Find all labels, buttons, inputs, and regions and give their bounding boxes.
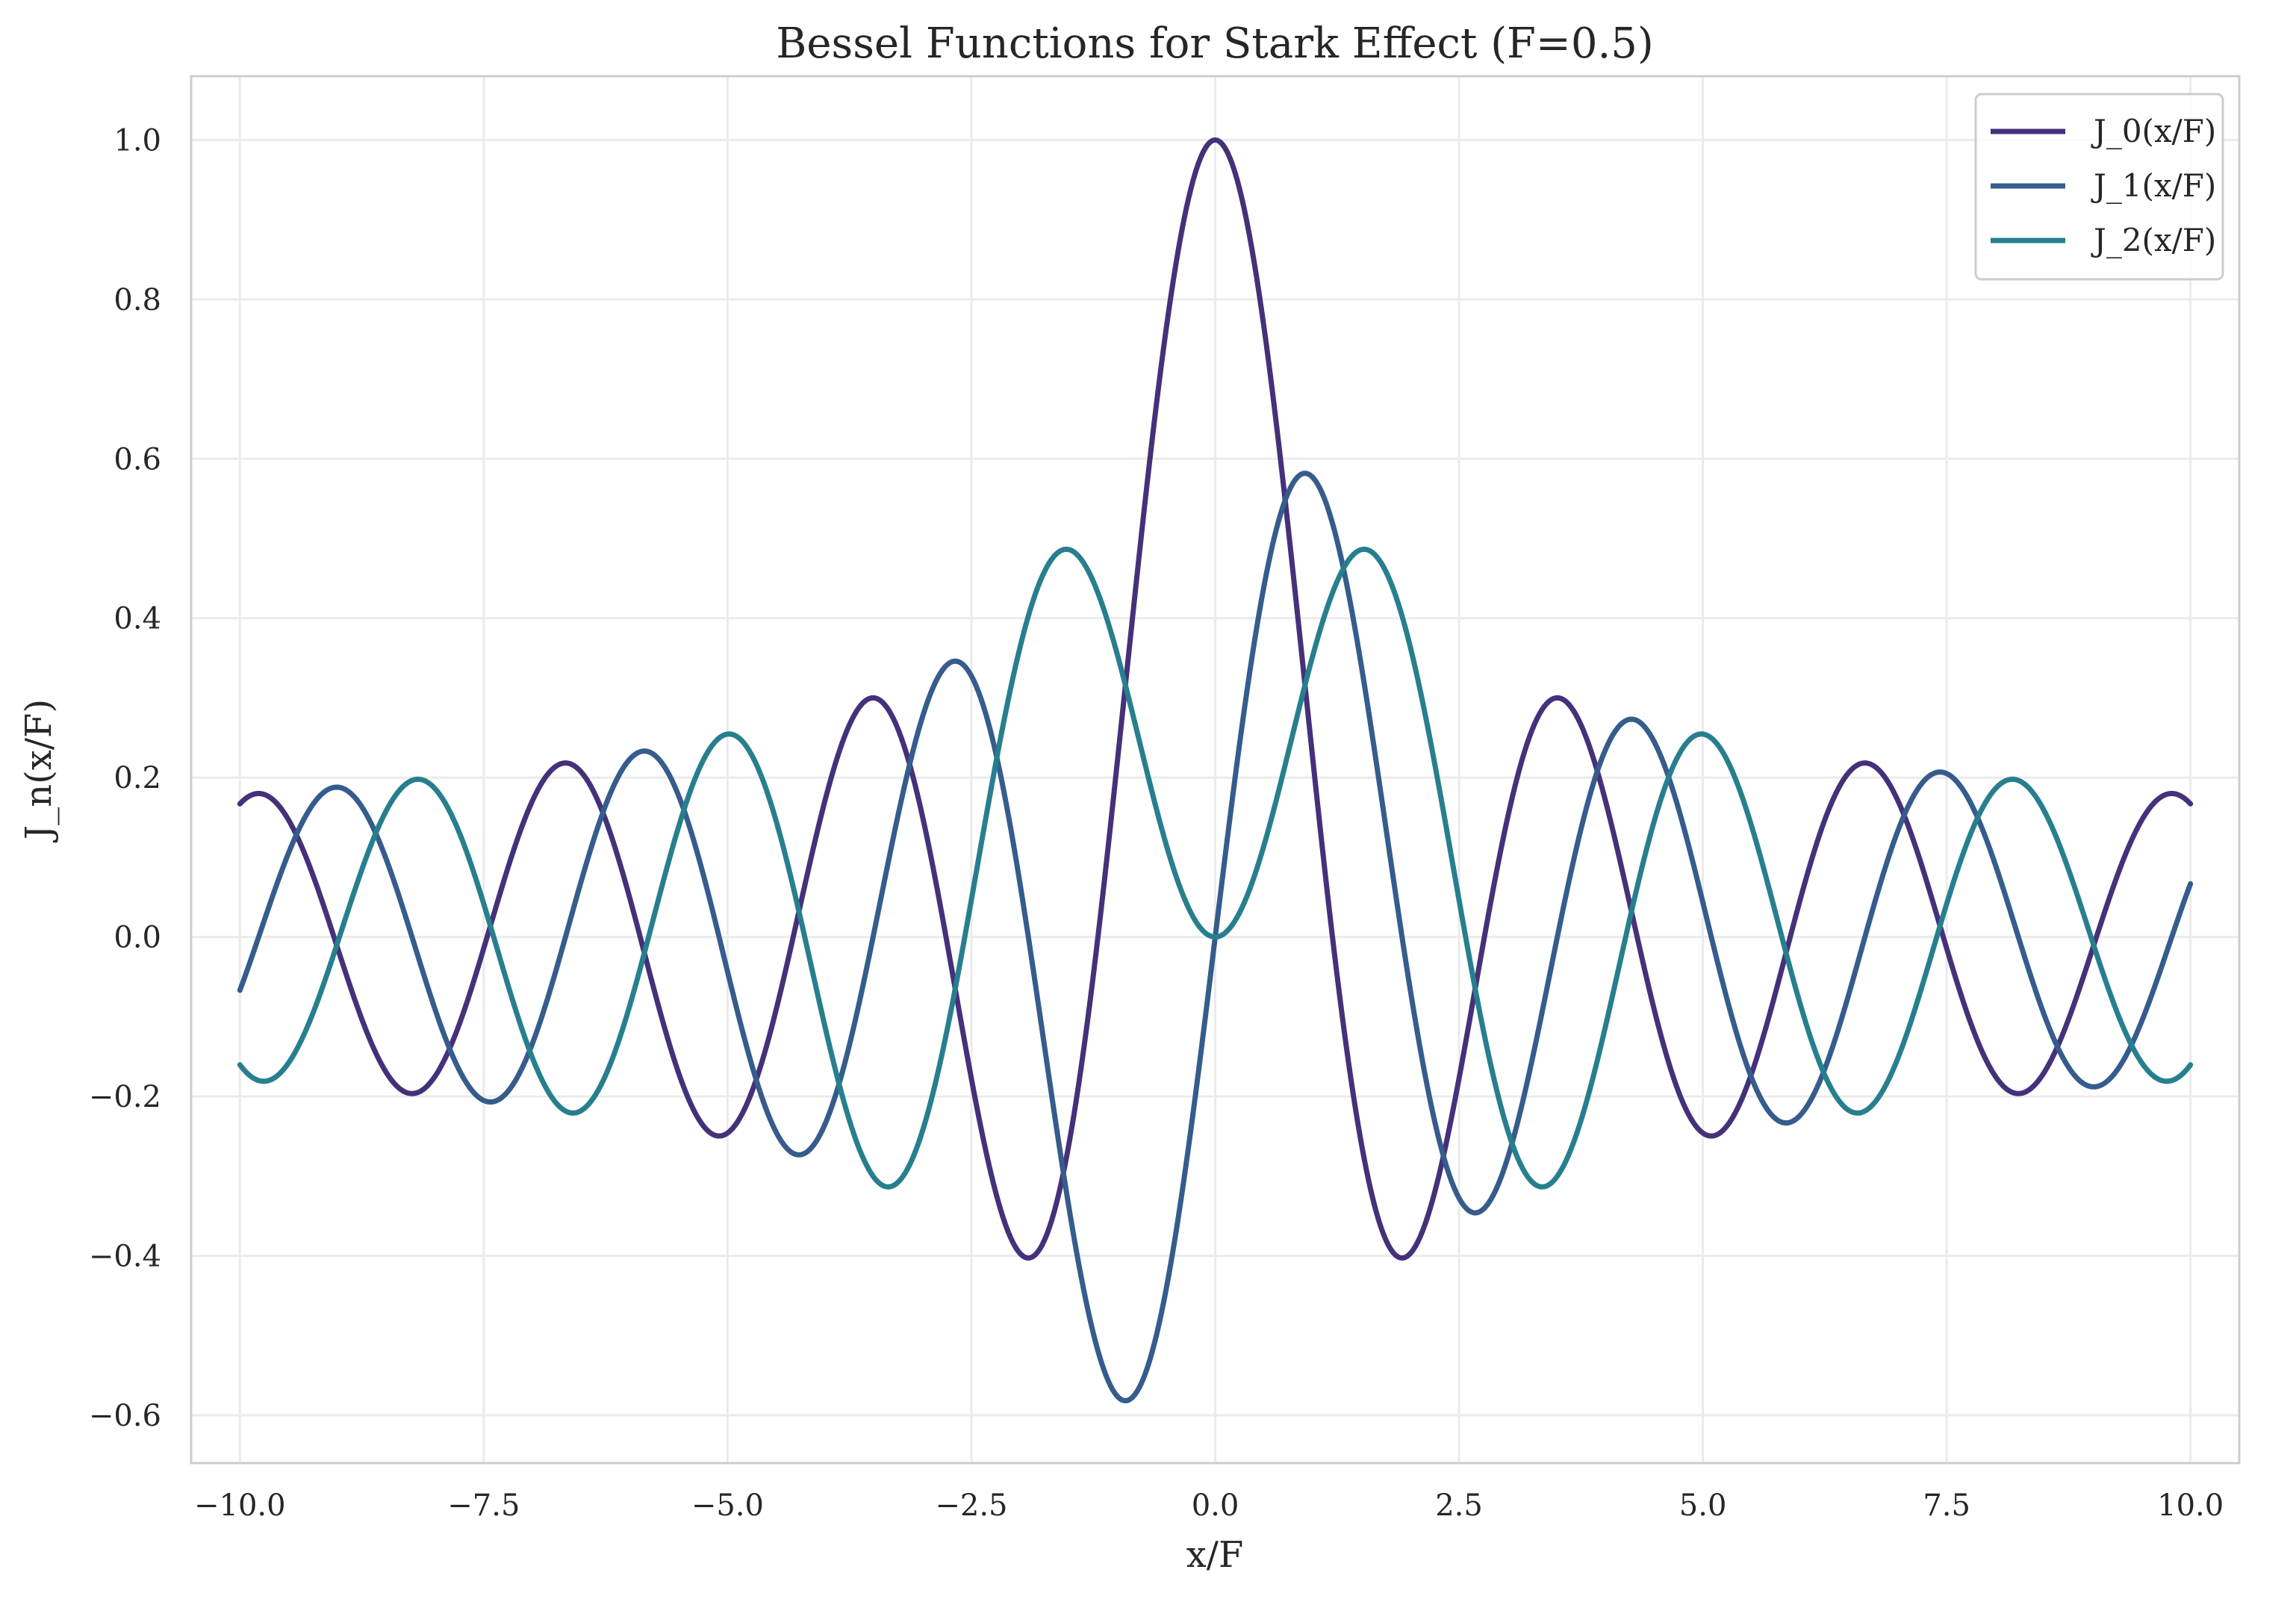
y-tick-label: 0.8 [113, 283, 161, 317]
chart-title: Bessel Functions for Stark Effect (F=0.5… [776, 19, 1653, 68]
x-axis-label: x/F [1186, 1534, 1244, 1576]
legend-label-j0: J_0(x/F) [2091, 113, 2216, 149]
y-tick-label: 0.0 [113, 921, 161, 955]
y-tick-label: 0.2 [113, 761, 161, 795]
y-axis-label: J_n(x/F) [18, 699, 60, 843]
grid [191, 76, 2239, 1463]
x-tick-label: −2.5 [935, 1488, 1007, 1523]
x-tick-label: −7.5 [447, 1488, 520, 1523]
series-line-j0 [237, 137, 2194, 1261]
legend-label-j2: J_2(x/F) [2091, 222, 2216, 258]
legend: J_0(x/F) J_1(x/F) J_2(x/F) [1974, 93, 2224, 281]
x-tick-label: 0.0 [1192, 1488, 1239, 1523]
x-tick-label: 10.0 [2157, 1488, 2224, 1523]
y-tick-label: 0.4 [113, 602, 161, 636]
x-tick-labels: −10.0 −7.5 −5.0 −2.5 0.0 2.5 5.0 7.5 10.0 [194, 1488, 2224, 1523]
plot-frame [190, 75, 2241, 1465]
x-tick-label: −10.0 [194, 1488, 286, 1523]
y-tick-label: 0.6 [113, 442, 161, 476]
x-tick-label: −5.0 [691, 1488, 764, 1523]
legend-box [1974, 93, 2224, 281]
y-tick-label: −0.2 [89, 1080, 161, 1114]
y-tick-label: −0.6 [89, 1399, 161, 1433]
series-layer [237, 137, 2194, 1404]
series-line-j2 [237, 546, 2194, 1190]
y-tick-label: −0.4 [89, 1240, 161, 1274]
x-tick-label: 2.5 [1435, 1488, 1483, 1523]
x-tick-label: 7.5 [1923, 1488, 1970, 1523]
legend-label-j1: J_1(x/F) [2091, 167, 2216, 204]
x-tick-label: 5.0 [1679, 1488, 1727, 1523]
y-tick-labels: −0.6 −0.4 −0.2 0.0 0.2 0.4 0.6 0.8 1.0 [89, 123, 161, 1433]
y-tick-label: 1.0 [113, 123, 161, 158]
